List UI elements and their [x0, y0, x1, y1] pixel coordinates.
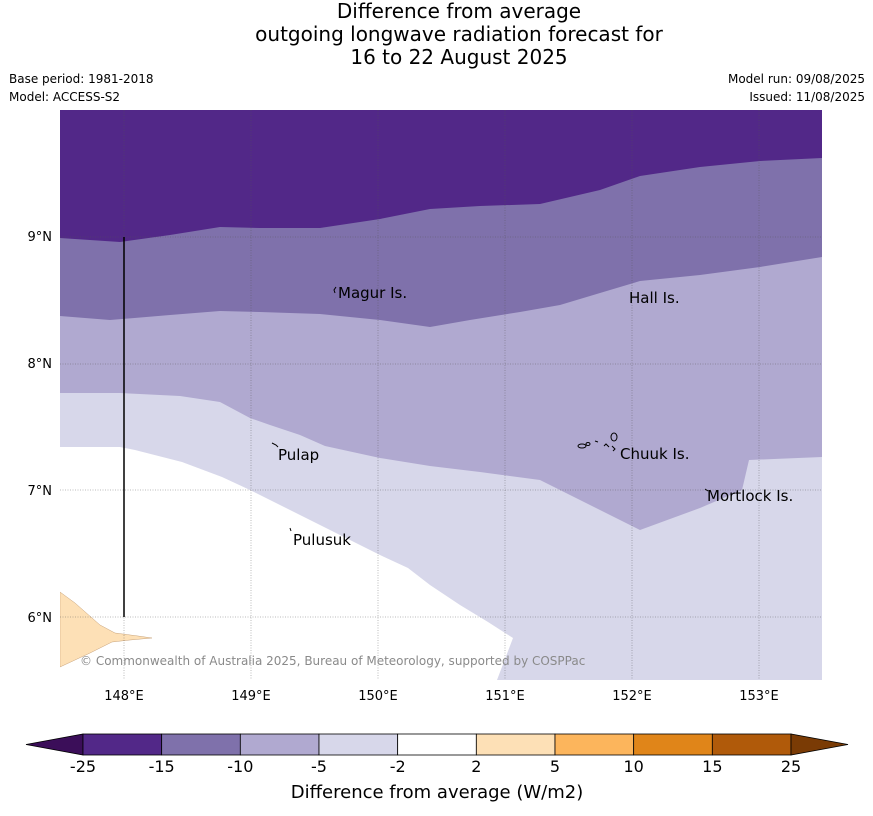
colorbar-tick-label: -10 [227, 757, 253, 776]
lat-tick-label: 8°N [28, 357, 53, 372]
colorbar-extend-high [790, 733, 849, 756]
place-label-pulap: Pulap [278, 446, 319, 464]
colorbar-tick-label: -15 [149, 757, 175, 776]
colorbar-segment [82, 733, 163, 756]
colorbar-extend-low [25, 733, 84, 756]
lon-tick-label: 152°E [612, 689, 652, 704]
place-label-magur: Magur Is. [338, 284, 407, 302]
place-label-hall: Hall Is. [629, 289, 680, 307]
map-area: Magur Is. Hall Is. Pulap Chuuk Is. Mortl… [60, 110, 822, 680]
zone-below-minus15 [60, 110, 822, 242]
place-label-pulusuk: Pulusuk [293, 531, 351, 549]
colorbar-tick-label: 2 [471, 757, 481, 776]
lon-tick-label: 153°E [739, 689, 779, 704]
lon-tick-label: 148°E [104, 689, 144, 704]
lat-axis: 9°N 8°N 7°N 6°N [28, 230, 53, 626]
colorbar-segment [161, 733, 241, 756]
meta-right: Model run: 09/08/2025 Issued: 11/08/2025 [728, 70, 865, 106]
issued-text: Issued: 11/08/2025 [749, 90, 865, 104]
place-label-mortlock: Mortlock Is. [707, 487, 793, 505]
colorbar-tick-label: -25 [70, 757, 96, 776]
lat-tick-label: 9°N [28, 230, 53, 245]
colorbar: -25 -15 -10 -5 -2 2 5 10 15 25 Difference from av… [25, 733, 849, 803]
chart-title: Difference from average outgoing longwav… [0, 0, 873, 69]
title-line-3: 16 to 22 August 2025 [350, 45, 568, 69]
lon-tick-label: 149°E [231, 689, 271, 704]
title-line-2: outgoing longwave radiation forecast for [255, 22, 663, 46]
colorbar-segments [25, 733, 849, 756]
copyright-text: © Commonwealth of Australia 2025, Bureau… [80, 654, 585, 668]
colorbar-label: Difference from average (W/m2) [291, 782, 583, 803]
model-text: Model: ACCESS-S2 [9, 90, 121, 104]
colorbar-segment [318, 733, 399, 756]
colorbar-segment [475, 733, 556, 756]
lon-axis: 148°E 149°E 150°E 151°E 152°E 153°E [104, 689, 779, 704]
colorbar-tick-label: -5 [311, 757, 327, 776]
colorbar-segment [633, 733, 713, 756]
place-label-chuuk: Chuuk Is. [620, 445, 689, 463]
lon-tick-label: 151°E [485, 689, 525, 704]
colorbar-tick-label: 15 [702, 757, 722, 776]
lat-tick-label: 6°N [28, 611, 53, 626]
colorbar-segment [239, 733, 320, 756]
lat-tick-label: 7°N [28, 484, 53, 499]
colorbar-segment [711, 733, 792, 756]
island-outlines [271, 286, 709, 532]
colorbar-tick-label: -2 [390, 757, 406, 776]
colorbar-segment [397, 733, 477, 756]
colorbar-tick-label: 10 [623, 757, 643, 776]
land-mass [60, 591, 153, 668]
model-run-text: Model run: 09/08/2025 [727, 72, 865, 86]
base-period-text: Base period: 1981-2018 [9, 72, 154, 86]
lon-tick-label: 150°E [358, 689, 398, 704]
colorbar-tick-label: 5 [550, 757, 560, 776]
title-line-1: Difference from average [336, 0, 582, 23]
colorbar-segment [554, 733, 635, 756]
meta-left: Base period: 1981-2018 Model: ACCESS-S2 [9, 70, 154, 106]
colorbar-tick-label: 25 [781, 757, 801, 776]
colorbar-tick-labels: -25 -15 -10 -5 -2 2 5 10 15 25 [70, 757, 801, 776]
